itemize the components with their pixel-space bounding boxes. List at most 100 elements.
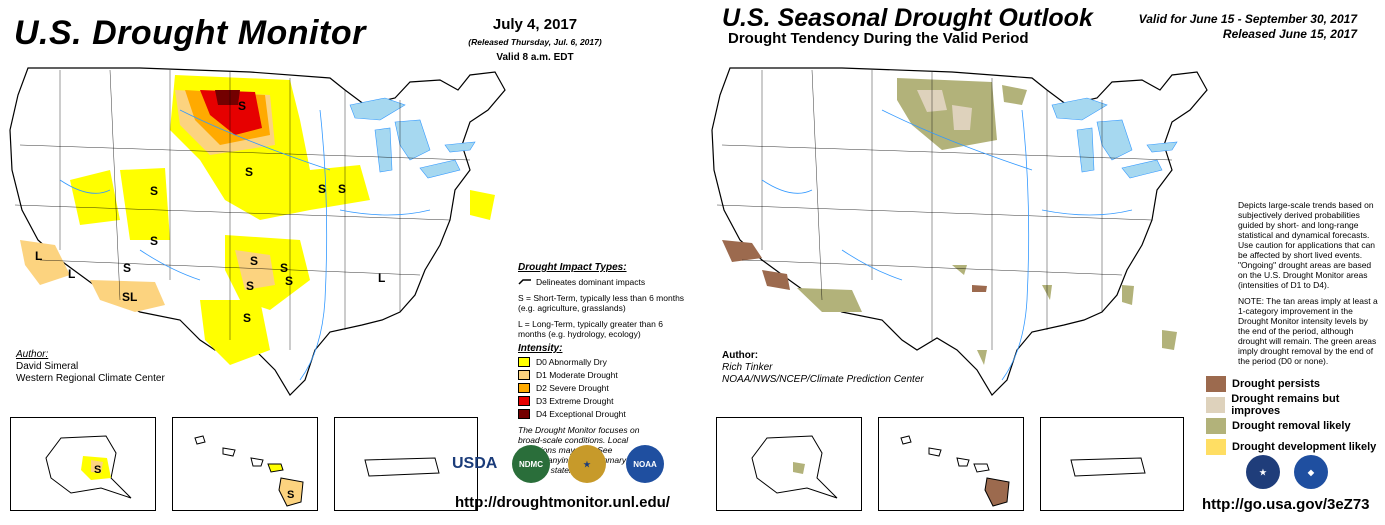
impact-label-l: L — [35, 249, 42, 263]
impact-label-s: S — [285, 274, 293, 288]
persists-areas — [722, 240, 987, 292]
monitor-us-map: S S S S S S S S S S S S L L L SL — [9, 67, 506, 396]
delineates-row: Delineates dominant impacts — [518, 277, 688, 287]
rivers — [59, 109, 431, 381]
delineates-text: Delineates dominant impacts — [536, 277, 646, 287]
monitor-author-org: Western Regional Climate Center — [16, 373, 165, 384]
monitor-author-label: Author: — [16, 349, 49, 360]
intensity-swatch — [518, 369, 530, 380]
outlook-inset-puerto-rico — [1040, 417, 1184, 511]
impact-label-s: S — [250, 254, 258, 268]
great-lakes — [349, 97, 476, 179]
inset-alaska: S — [10, 417, 156, 511]
outlook-description: Depicts large-scale trends based on subj… — [1238, 200, 1376, 290]
intensity-label: D2 Severe Drought — [536, 382, 609, 393]
impact-label-s: S — [338, 182, 346, 196]
outlook-author-org: NOAA/NWS/NCEP/Climate Prediction Center — [722, 374, 924, 385]
outlook-legend-row: Drought removal likely — [1206, 415, 1385, 436]
impact-label-s: S — [246, 279, 254, 293]
outlook-legend: Drought persists Drought remains but impr… — [1206, 373, 1385, 457]
d3-areas — [200, 90, 262, 135]
monitor-legend: Drought Impact Types: Delineates dominan… — [518, 262, 688, 475]
outlook-legend-label: Drought remains but improves — [1231, 392, 1340, 417]
impact-label-s: S — [123, 261, 131, 275]
ndmc-logo: NDMC — [512, 445, 550, 483]
outlook-legend-swatch — [1206, 417, 1226, 434]
outlook-title: U.S. Seasonal Drought Outlook — [722, 4, 1093, 32]
doc-seal-icon: ★ — [1246, 455, 1280, 489]
impact-types-title: Drought Impact Types: — [518, 262, 627, 273]
intensity-swatch — [518, 408, 530, 419]
intensity-swatch — [518, 395, 530, 406]
outlook-inset-hawaii — [878, 417, 1024, 511]
intensity-row: D4 Exceptional Drought — [518, 407, 688, 420]
long-term-text: L = Long-Term, typically greater than 6 … — [518, 319, 663, 339]
short-term-text: S = Short-Term, typically less than 6 mo… — [518, 293, 685, 313]
impact-label-s: S — [245, 165, 253, 179]
outlook-us-map — [711, 67, 1208, 396]
hawaii-impact-label: S — [287, 489, 294, 501]
outlook-puerto-rico-map — [1070, 457, 1146, 477]
outlook-author-block: Author: Rich Tinker NOAA/NWS/NCEP/Climat… — [722, 350, 924, 386]
outlook-valid: Valid for June 15 - September 30, 2017 — [1138, 12, 1357, 26]
monitor-author-block: Author: David Simeral Western Regional C… — [16, 349, 165, 385]
state-lines — [14, 69, 471, 350]
intensity-row: D3 Extreme Drought — [518, 394, 688, 407]
outlook-author-name: Rich Tinker — [722, 362, 773, 373]
intensity-row: D2 Severe Drought — [518, 381, 688, 394]
intensity-label: D1 Moderate Drought — [536, 369, 618, 380]
outlook-legend-label: Drought removal likely — [1232, 419, 1351, 432]
outlook-legend-swatch — [1206, 396, 1226, 413]
outlook-hawaii-map — [900, 435, 1010, 507]
alaska-map: S — [45, 435, 132, 499]
intensity-label: D4 Exceptional Drought — [536, 408, 626, 419]
outlook-legend-row: Drought development likely — [1206, 436, 1385, 457]
d4-areas — [215, 90, 240, 105]
noaa-seal-icon: ◆ — [1294, 455, 1328, 489]
outlook-url-link[interactable]: http://go.usa.gov/3eZ73 — [1202, 496, 1370, 513]
outlook-legend-label: Drought development likely — [1232, 440, 1377, 453]
impact-label-l: L — [68, 267, 75, 281]
noaa-logo: NOAA — [626, 445, 664, 483]
drought-outlook-panel: U.S. Seasonal Drought Outlook Drought Te… — [692, 0, 1385, 525]
impact-label-s: S — [150, 184, 158, 198]
impact-label-sl: SL — [122, 290, 137, 304]
impact-label-s: S — [238, 99, 246, 113]
doc-seal-icon: ★ — [568, 445, 606, 483]
impact-label-l: L — [378, 271, 385, 285]
inset-hawaii: S — [172, 417, 318, 511]
intensity-swatch — [518, 382, 530, 393]
outlook-dates: Valid for June 15 - September 30, 2017 R… — [1139, 12, 1357, 42]
impact-label-s: S — [243, 311, 251, 325]
intensity-list: D0 Abnormally Dry D1 Moderate Drought D2 S… — [518, 355, 688, 420]
inset-puerto-rico — [334, 417, 478, 511]
outlook-legend-label: Drought persists — [1232, 377, 1321, 390]
impact-label-s: S — [280, 261, 288, 275]
drought-monitor-panel: U.S. Drought Monitor July 4, 2017 (Relea… — [0, 0, 692, 525]
outlook-legend-row: Drought remains but improves — [1206, 392, 1385, 417]
impact-labels: S S S S S S S S S S S S L L L SL — [35, 99, 385, 325]
intensity-row: D0 Abnormally Dry — [518, 355, 688, 368]
outlook-alaska-map — [751, 435, 838, 499]
intensity-label: D0 Abnormally Dry — [536, 356, 607, 367]
outlook-released: Released June 15, 2017 — [1222, 27, 1357, 41]
monitor-date-block: July 4, 2017 (Released Thursday, Jul. 6,… — [460, 16, 610, 64]
puerto-rico-map — [364, 457, 440, 477]
monitor-title: U.S. Drought Monitor — [14, 14, 366, 52]
outlook-inset-alaska — [716, 417, 862, 511]
outlook-legend-row: Drought persists — [1206, 373, 1385, 394]
intensity-label: D3 Extreme Drought — [536, 395, 614, 406]
outlook-author-label: Author: — [722, 350, 759, 361]
usda-logo: USDA — [452, 455, 498, 472]
outlook-legend-swatch — [1206, 438, 1226, 455]
hawaii-map: S — [194, 435, 304, 507]
outlook-state-lines — [716, 69, 1173, 350]
outlook-rivers — [761, 109, 1133, 381]
outlook-subtitle: Drought Tendency During the Valid Period — [728, 30, 1029, 47]
outlook-great-lakes — [1051, 97, 1178, 179]
intensity-swatch — [518, 356, 530, 367]
monitor-url-link[interactable]: http://droughtmonitor.unl.edu/ — [455, 494, 670, 511]
impact-label-s: S — [318, 182, 326, 196]
intensity-title: Intensity: — [518, 343, 563, 354]
monitor-date: July 4, 2017 — [492, 16, 578, 33]
